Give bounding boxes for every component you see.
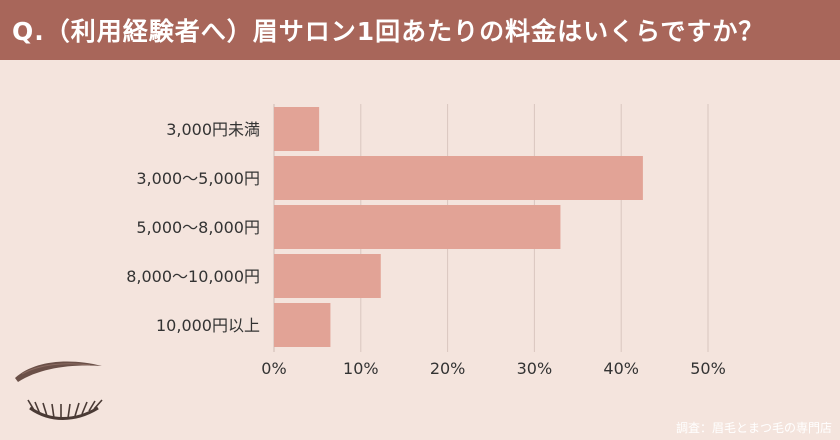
source-note: 調査：眉毛とまつ毛の専門店	[675, 421, 832, 435]
x-tick-label: 40%	[603, 359, 639, 378]
x-tick-label: 20%	[430, 359, 466, 378]
eyebrow-eyelash-icon	[15, 361, 103, 420]
category-label: 3,000円未満	[166, 120, 260, 139]
category-label: 10,000円以上	[156, 316, 260, 335]
x-tick-label: 10%	[343, 359, 379, 378]
x-tick-label: 0%	[261, 359, 286, 378]
bar	[274, 107, 320, 151]
x-tick-label: 50%	[690, 359, 726, 378]
bar	[274, 254, 381, 298]
chart-question-title: Q.（利用経験者へ）眉サロン1回あたりの料金はいくらですか？	[12, 17, 765, 46]
category-label: 3,000〜5,000円	[136, 169, 260, 188]
category-label: 8,000〜10,000円	[126, 267, 260, 286]
bar	[274, 205, 561, 249]
header-bar: Q.（利用経験者へ）眉サロン1回あたりの料金はいくらですか？	[0, 0, 840, 60]
bar	[274, 303, 331, 347]
bar	[274, 156, 643, 200]
x-tick-label: 30%	[517, 359, 553, 378]
category-label: 5,000〜8,000円	[136, 218, 260, 237]
